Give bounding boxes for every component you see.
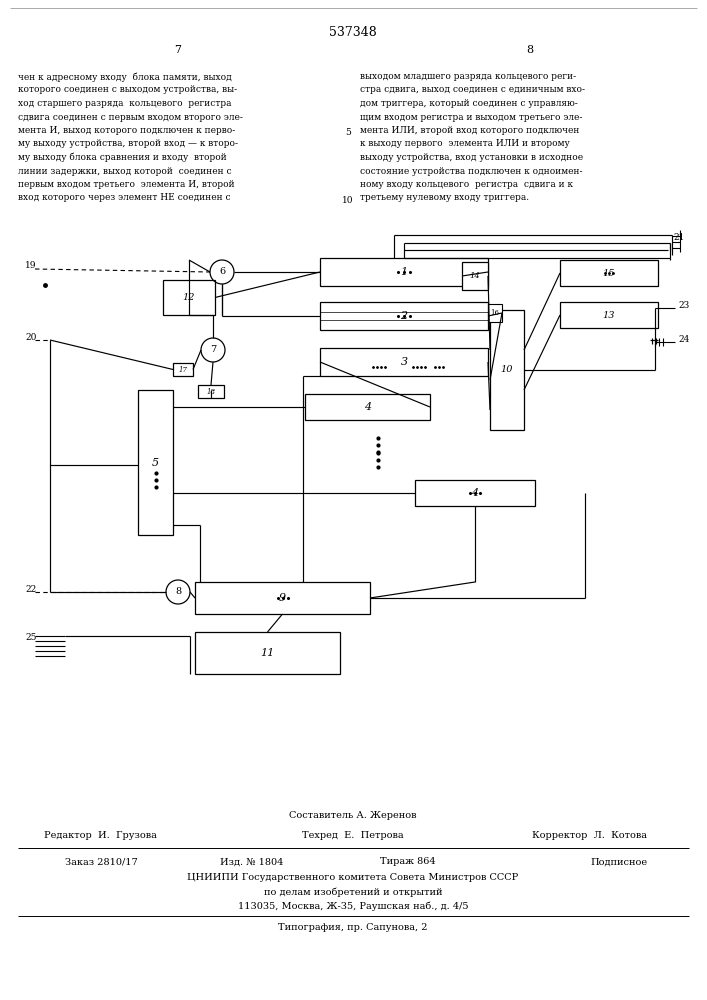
Text: по делам изобретений и открытий: по делам изобретений и открытий	[264, 887, 443, 897]
Text: ному входу кольцевого  регистра  сдвига и к: ному входу кольцевого регистра сдвига и …	[360, 180, 573, 189]
Bar	[320, 302, 488, 330]
Bar	[163, 280, 215, 315]
Text: 8: 8	[527, 45, 534, 55]
Text: 23: 23	[679, 302, 690, 310]
Text: выходом младшего разряда кольцевого реги-: выходом младшего разряда кольцевого реги…	[360, 72, 576, 81]
Text: сдвига соединен с первым входом второго эле-: сдвига соединен с первым входом второго …	[18, 112, 243, 121]
Text: 8: 8	[175, 587, 181, 596]
Text: чен к адресному входу  блока памяти, выход: чен к адресному входу блока памяти, выхо…	[18, 72, 232, 82]
Text: Изд. № 1804: Изд. № 1804	[220, 857, 284, 866]
Bar	[305, 394, 430, 420]
Text: 4: 4	[364, 402, 371, 412]
Bar	[462, 262, 488, 290]
Bar	[490, 310, 524, 430]
Text: 21: 21	[674, 233, 685, 242]
Text: 13: 13	[603, 310, 615, 320]
Text: 11: 11	[260, 648, 274, 658]
Text: 16: 16	[491, 309, 500, 317]
Bar	[173, 363, 193, 376]
Bar	[195, 582, 370, 614]
Text: 7: 7	[210, 346, 216, 355]
Text: 25: 25	[25, 634, 37, 643]
Text: 17: 17	[178, 365, 187, 373]
Text: 24: 24	[679, 336, 690, 344]
Text: 22: 22	[25, 585, 36, 594]
Text: стра сдвига, выход соединен с единичным вхо-: стра сдвига, выход соединен с единичным …	[360, 86, 585, 95]
Text: Типография, пр. Сапунова, 2: Типография, пр. Сапунова, 2	[279, 924, 428, 932]
Bar	[320, 348, 488, 376]
Text: 2: 2	[400, 311, 407, 321]
Text: 10: 10	[342, 196, 354, 205]
Bar	[560, 302, 658, 328]
Text: 18: 18	[206, 387, 216, 395]
Text: ЦНИИПИ Государственного комитета Совета Министров СССР: ЦНИИПИ Государственного комитета Совета …	[187, 874, 519, 882]
Bar	[488, 304, 502, 322]
Text: 4: 4	[472, 488, 479, 498]
Text: дом триггера, который соединен с управляю-: дом триггера, который соединен с управля…	[360, 99, 578, 108]
Text: щим входом регистра и выходом третьего эле-: щим входом регистра и выходом третьего э…	[360, 112, 583, 121]
Bar	[198, 385, 224, 398]
Text: 5: 5	[152, 458, 159, 468]
Text: 19: 19	[25, 260, 37, 269]
Text: третьему нулевому входу триггера.: третьему нулевому входу триггера.	[360, 194, 529, 202]
Text: состояние устройства подключен к одноимен-: состояние устройства подключен к одноиме…	[360, 166, 583, 176]
Bar	[195, 632, 340, 674]
Text: 113035, Москва, Ж-35, Раушская наб., д. 4/5: 113035, Москва, Ж-35, Раушская наб., д. …	[238, 901, 468, 911]
Text: 5: 5	[345, 128, 351, 137]
Text: 14: 14	[469, 272, 480, 280]
Text: к выходу первого  элемента ИЛИ и второму: к выходу первого элемента ИЛИ и второму	[360, 139, 570, 148]
Text: му выходу блока сравнения и входу  второй: му выходу блока сравнения и входу второй	[18, 153, 227, 162]
Text: 537348: 537348	[329, 25, 377, 38]
Text: 10: 10	[501, 365, 513, 374]
Bar	[415, 480, 535, 506]
Text: линии задержки, выход которой  соединен с: линии задержки, выход которой соединен с	[18, 166, 232, 176]
Text: 7: 7	[175, 45, 182, 55]
Text: Заказ 2810/17: Заказ 2810/17	[65, 857, 138, 866]
Text: мента И, выход которого подключен к перво-: мента И, выход которого подключен к перв…	[18, 126, 235, 135]
Text: Подписное: Подписное	[590, 857, 647, 866]
Text: ход старшего разряда  кольцевого  регистра: ход старшего разряда кольцевого регистра	[18, 99, 231, 108]
Text: Редактор  И.  Грузова: Редактор И. Грузова	[44, 830, 156, 840]
Text: му выходу устройства, второй вход — к второ-: му выходу устройства, второй вход — к вт…	[18, 139, 238, 148]
Bar	[320, 258, 488, 286]
Text: 6: 6	[219, 267, 225, 276]
Text: 12: 12	[182, 293, 195, 302]
Text: Техред  Е.  Петрова: Техред Е. Петрова	[302, 830, 404, 840]
Text: мента ИЛИ, второй вход которого подключен: мента ИЛИ, второй вход которого подключе…	[360, 126, 579, 135]
Text: Корректор  Л.  Котова: Корректор Л. Котова	[532, 830, 648, 840]
Text: 3: 3	[400, 357, 407, 367]
Text: первым входом третьего  элемента И, второй: первым входом третьего элемента И, второ…	[18, 180, 235, 189]
Bar	[138, 390, 173, 535]
Bar	[560, 260, 658, 286]
Text: 15: 15	[603, 268, 615, 277]
Text: 20: 20	[25, 334, 36, 342]
Text: Тираж 864: Тираж 864	[380, 857, 436, 866]
Text: 1: 1	[400, 267, 407, 277]
Text: выходу устройства, вход установки в исходное: выходу устройства, вход установки в исхо…	[360, 153, 583, 162]
Text: 9: 9	[279, 593, 286, 603]
Text: вход которого через элемент НЕ соединен с: вход которого через элемент НЕ соединен …	[18, 194, 230, 202]
Text: Составитель А. Жеренов: Составитель А. Жеренов	[289, 810, 416, 820]
Text: которого соединен с выходом устройства, вы-: которого соединен с выходом устройства, …	[18, 86, 237, 95]
